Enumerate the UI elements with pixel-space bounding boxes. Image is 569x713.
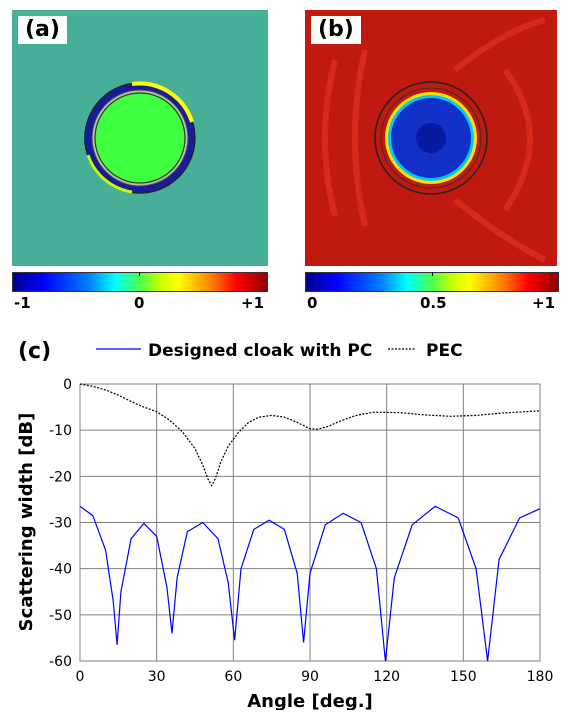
colorbar-a-tick-max: +1 bbox=[241, 294, 265, 312]
plot-area-frame bbox=[79, 383, 541, 662]
colorbar-a bbox=[12, 272, 268, 292]
colorbar-a-mid-tick bbox=[139, 272, 140, 276]
x-tick-label: 0 bbox=[76, 669, 85, 685]
field-map-panel-a: (a) bbox=[12, 10, 268, 266]
colorbar-b-mid-tick bbox=[432, 272, 433, 276]
panel-b-label: (b) bbox=[311, 16, 361, 44]
field-map-b-graphic bbox=[305, 10, 557, 266]
x-tick-label: 90 bbox=[301, 669, 319, 685]
x-tick-label: 150 bbox=[450, 669, 477, 685]
field-map-panel-b: (b) bbox=[305, 10, 557, 266]
series-line-pec bbox=[79, 383, 541, 487]
x-tick-label: 60 bbox=[224, 669, 242, 685]
x-axis-title: Angle [deg.] bbox=[247, 691, 373, 710]
panel-c-label: (c) bbox=[18, 339, 51, 364]
x-tick-label: 30 bbox=[148, 669, 166, 685]
colorbar-b-tick-mid: 0.5 bbox=[420, 294, 447, 312]
y-tick-label: -50 bbox=[49, 608, 72, 624]
colorbar-b-tick-max: +1 bbox=[532, 294, 556, 312]
x-axis-ticks: 0 30 60 90 120 150 180 bbox=[76, 669, 554, 685]
y-tick-label: 0 bbox=[63, 377, 72, 393]
y-axis-ticks: 0 -10 -20 -30 -40 -50 -60 bbox=[49, 377, 72, 670]
legend-label-cloak: Designed cloak with PC bbox=[148, 341, 372, 361]
y-tick-label: -30 bbox=[49, 516, 72, 532]
x-tick-label: 180 bbox=[527, 669, 554, 685]
y-tick-label: -40 bbox=[49, 562, 72, 578]
legend-label-pec: PEC bbox=[426, 341, 463, 361]
chart-series bbox=[79, 383, 541, 662]
scattering-chart: (c) Designed cloak with PC PEC 0 -10 -20 -3… bbox=[16, 339, 554, 710]
panel-a-label: (a) bbox=[18, 16, 67, 44]
colorbar-a-tick-mid: 0 bbox=[134, 294, 145, 312]
y-tick-label: -10 bbox=[49, 423, 72, 439]
chart-gridlines bbox=[79, 383, 541, 662]
series-line-cloak bbox=[79, 505, 541, 662]
colorbar-b-tick-min: 0 bbox=[307, 294, 318, 312]
colorbar-a-tick-min: -1 bbox=[14, 294, 31, 312]
x-tick-label: 120 bbox=[373, 669, 400, 685]
y-tick-label: -20 bbox=[49, 469, 72, 485]
y-tick-label: -60 bbox=[49, 654, 72, 670]
y-axis-title: Scattering width [dB] bbox=[16, 413, 37, 632]
field-map-a-graphic bbox=[12, 10, 268, 266]
